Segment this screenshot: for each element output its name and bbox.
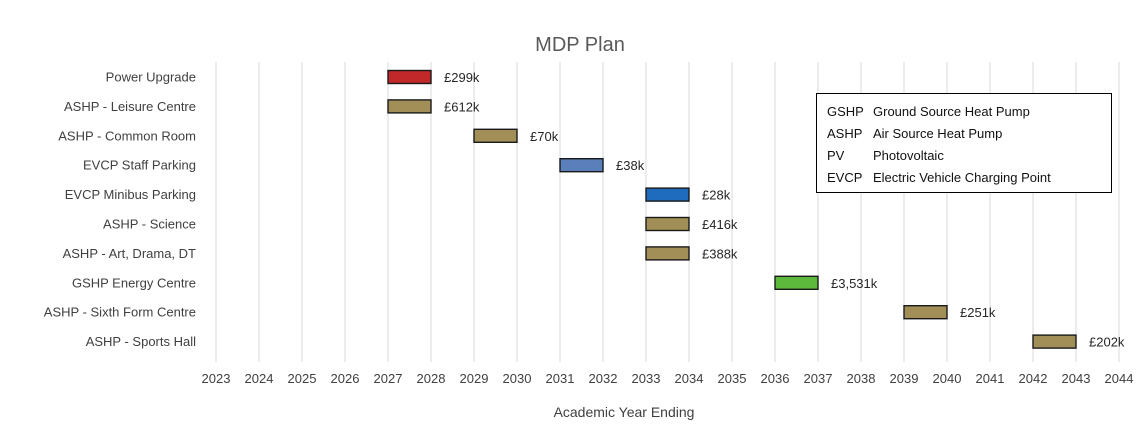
chart-title: MDP Plan — [535, 34, 625, 56]
legend-text: Air Source Heat Pump — [873, 126, 1003, 141]
gantt-bar — [387, 99, 432, 114]
x-tick-label: 2037 — [804, 371, 833, 386]
x-tick-label: 2031 — [546, 371, 575, 386]
x-tick-label: 2026 — [331, 371, 360, 386]
x-tick-label: 2025 — [288, 371, 317, 386]
x-axis-title: Academic Year Ending — [554, 404, 695, 420]
gantt-bar — [645, 187, 690, 202]
gantt-bar — [559, 157, 604, 173]
legend-abbr: ASHP — [827, 126, 863, 141]
x-tick-label: 2033 — [632, 371, 661, 386]
legend-abbr: GSHP — [827, 104, 864, 119]
x-tick-label: 2024 — [245, 371, 274, 386]
gantt-bar — [473, 128, 518, 144]
bars-layer: £299k £612k £70k £38k £28k £416k £388k £3,531k £… — [387, 69, 1125, 350]
legend-text: Electric Vehicle Charging Point — [873, 170, 1051, 185]
bar-cost-label: £202k — [1089, 335, 1125, 350]
x-tick-label: 2044 — [1105, 371, 1134, 386]
y-category-label: ASHP - Sports Hall — [86, 334, 196, 349]
gantt-bar — [645, 216, 690, 232]
x-axis-ticks: 2023 2024 2025 2026 2027 2028 2029 2030 2031 2032… — [202, 371, 1134, 386]
gantt-bar — [1032, 334, 1077, 349]
legend: GSHP Ground Source Heat Pump ASHP Air So… — [816, 93, 1112, 193]
bar-cost-label: £612k — [444, 99, 480, 114]
x-tick-label: 2035 — [718, 371, 747, 386]
bar-cost-label: £3,531k — [831, 276, 878, 291]
y-category-label: EVCP Staff Parking — [83, 158, 196, 173]
x-tick-label: 2038 — [847, 371, 876, 386]
y-category-label: ASHP - Science — [103, 217, 196, 232]
x-tick-label: 2027 — [374, 371, 403, 386]
x-tick-label: 2030 — [503, 371, 532, 386]
x-tick-label: 2032 — [589, 371, 618, 386]
bar-cost-label: £388k — [702, 246, 738, 261]
y-category-label: EVCP Minibus Parking — [65, 187, 196, 202]
bar-cost-label: £416k — [702, 217, 738, 232]
gantt-bar — [903, 305, 948, 320]
x-tick-label: 2028 — [417, 371, 446, 386]
legend-text: Photovoltaic — [873, 148, 944, 163]
y-axis-labels: Power Upgrade ASHP - Leisure Centre ASHP -… — [44, 70, 196, 350]
x-tick-label: 2040 — [933, 371, 962, 386]
x-tick-label: 2042 — [1019, 371, 1048, 386]
bar-cost-label: £70k — [530, 129, 559, 144]
x-tick-label: 2041 — [976, 371, 1005, 386]
y-category-label: ASHP - Leisure Centre — [64, 99, 196, 114]
y-category-label: Power Upgrade — [106, 70, 196, 85]
x-tick-label: 2034 — [675, 371, 704, 386]
y-category-label: ASHP - Common Room — [58, 128, 196, 143]
legend-abbr: EVCP — [827, 170, 863, 185]
x-tick-label: 2029 — [460, 371, 489, 386]
legend-item-ashp: ASHP Air Source Heat Pump — [827, 123, 1101, 145]
gantt-bar — [387, 69, 432, 85]
x-tick-label: 2023 — [202, 371, 231, 386]
bar-cost-label: £38k — [616, 158, 645, 173]
legend-item-gshp: GSHP Ground Source Heat Pump — [827, 101, 1101, 123]
bar-cost-label: £28k — [702, 188, 731, 203]
x-tick-label: 2036 — [761, 371, 790, 386]
gantt-bar — [645, 246, 690, 261]
legend-abbr: PV — [827, 148, 845, 163]
legend-item-evcp: EVCP Electric Vehicle Charging Point — [827, 167, 1101, 189]
y-category-label: ASHP - Sixth Form Centre — [44, 305, 196, 320]
x-tick-label: 2043 — [1062, 371, 1091, 386]
legend-item-pv: PV Photovoltaic — [827, 145, 1101, 167]
legend-text: Ground Source Heat Pump — [873, 104, 1030, 119]
gantt-bar — [774, 275, 819, 290]
bar-cost-label: £299k — [444, 70, 480, 85]
y-category-label: ASHP - Art, Drama, DT — [63, 246, 196, 261]
x-tick-label: 2039 — [890, 371, 919, 386]
bar-cost-label: £251k — [960, 305, 996, 320]
y-category-label: GSHP Energy Centre — [72, 275, 196, 290]
